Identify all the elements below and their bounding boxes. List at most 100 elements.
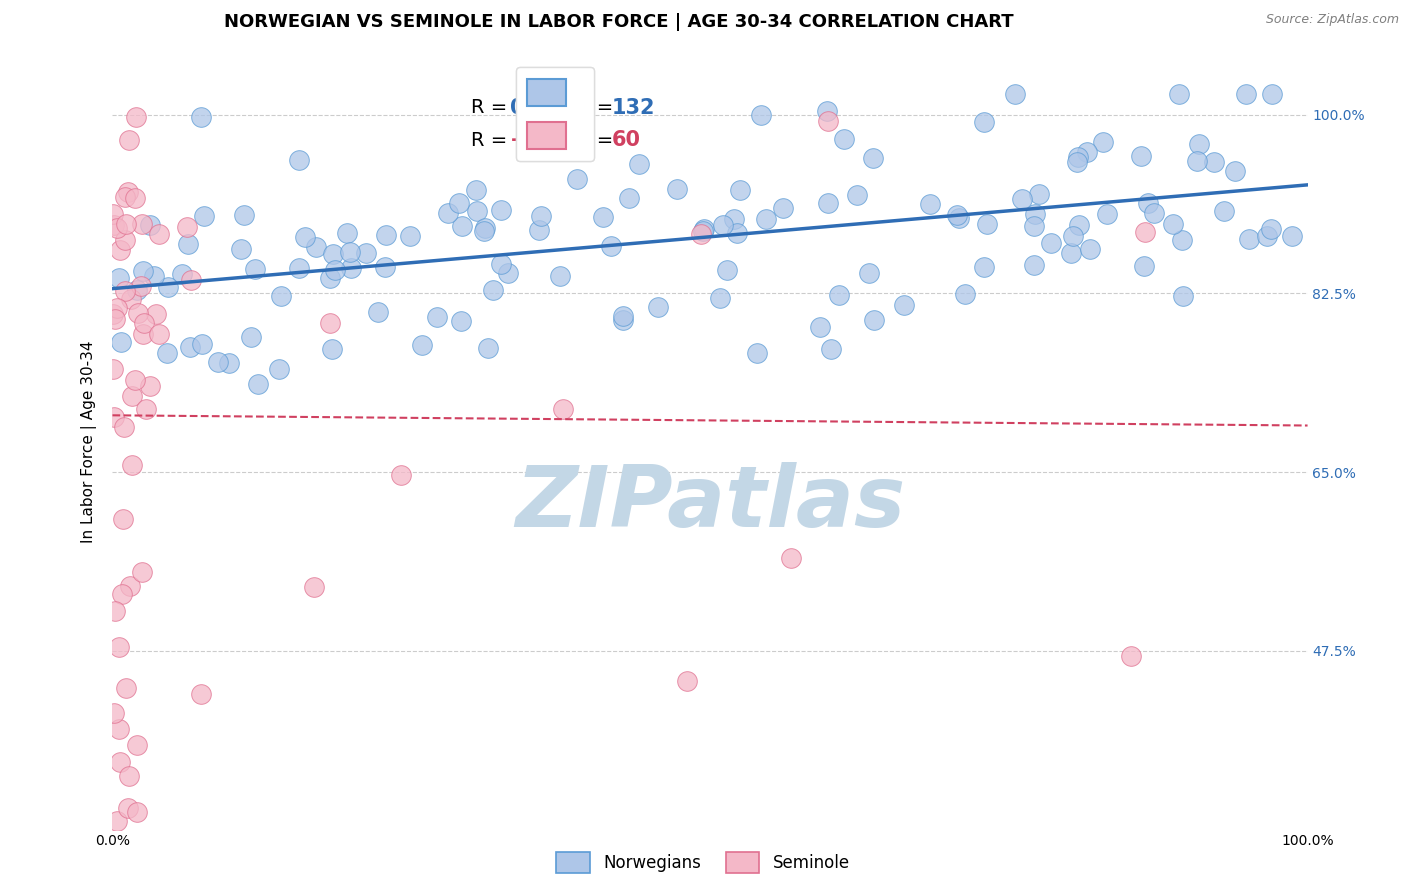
Point bbox=[207, 354, 229, 368]
Y-axis label: In Labor Force | Age 30-34: In Labor Force | Age 30-34 bbox=[80, 340, 97, 543]
Point bbox=[1133, 225, 1156, 239]
Point bbox=[105, 301, 128, 316]
Point bbox=[447, 196, 470, 211]
Point bbox=[716, 263, 738, 277]
Point bbox=[627, 157, 650, 171]
Point bbox=[749, 108, 772, 122]
Point bbox=[170, 267, 193, 281]
Point bbox=[474, 221, 496, 235]
Point bbox=[477, 341, 499, 355]
Point bbox=[114, 284, 136, 298]
Point bbox=[145, 306, 167, 320]
Point bbox=[426, 310, 449, 325]
Point bbox=[247, 376, 270, 391]
Point bbox=[676, 673, 699, 688]
Point bbox=[1004, 87, 1026, 102]
Point bbox=[319, 316, 342, 330]
Point bbox=[1204, 155, 1226, 169]
Point bbox=[862, 151, 884, 165]
Point bbox=[322, 246, 344, 260]
Point bbox=[1024, 219, 1046, 233]
Point bbox=[1225, 164, 1247, 178]
Point bbox=[103, 706, 125, 720]
Text: N =: N = bbox=[576, 98, 613, 118]
Point bbox=[755, 211, 778, 226]
Point bbox=[846, 188, 869, 202]
Point bbox=[105, 814, 128, 828]
Point bbox=[288, 153, 311, 167]
Point bbox=[1168, 87, 1191, 102]
Point bbox=[920, 197, 942, 211]
Point bbox=[124, 191, 146, 205]
Point bbox=[104, 603, 127, 617]
Point bbox=[1237, 232, 1260, 246]
Point bbox=[156, 280, 179, 294]
Point bbox=[148, 327, 170, 342]
Point bbox=[190, 337, 212, 351]
Point bbox=[692, 224, 714, 238]
Point bbox=[1188, 136, 1211, 151]
Point bbox=[450, 219, 472, 234]
Point bbox=[810, 320, 832, 334]
Point bbox=[538, 110, 561, 124]
Point bbox=[745, 346, 768, 360]
Legend: , : , bbox=[516, 67, 593, 161]
Point bbox=[772, 202, 794, 216]
Point bbox=[612, 309, 634, 323]
Point bbox=[319, 271, 342, 285]
Point bbox=[893, 297, 915, 311]
Point bbox=[1028, 186, 1050, 201]
Point bbox=[115, 217, 138, 231]
Text: 0.471: 0.471 bbox=[510, 98, 576, 118]
Point bbox=[121, 458, 143, 472]
Point bbox=[1143, 205, 1166, 219]
Point bbox=[973, 260, 995, 274]
Point bbox=[1067, 150, 1090, 164]
Point bbox=[132, 326, 155, 341]
Point bbox=[693, 221, 716, 235]
Point bbox=[437, 206, 460, 220]
Point bbox=[389, 467, 412, 482]
Point bbox=[530, 210, 553, 224]
Point bbox=[155, 346, 177, 360]
Text: 60: 60 bbox=[612, 130, 641, 151]
Point bbox=[231, 242, 253, 256]
Point bbox=[233, 208, 256, 222]
Point bbox=[110, 334, 132, 349]
Point bbox=[374, 260, 396, 274]
Point bbox=[725, 227, 748, 241]
Point bbox=[1256, 229, 1278, 244]
Point bbox=[592, 211, 614, 225]
Point bbox=[665, 182, 688, 196]
Point bbox=[1097, 207, 1119, 221]
Text: NORWEGIAN VS SEMINOLE IN LABOR FORCE | AGE 30-34 CORRELATION CHART: NORWEGIAN VS SEMINOLE IN LABOR FORCE | A… bbox=[224, 13, 1014, 31]
Point bbox=[270, 289, 292, 303]
Point bbox=[110, 755, 132, 769]
Point bbox=[465, 203, 488, 218]
Point bbox=[1024, 207, 1046, 221]
Point bbox=[948, 211, 970, 225]
Point bbox=[112, 419, 135, 434]
Point bbox=[1260, 87, 1282, 102]
Point bbox=[465, 183, 488, 197]
Point bbox=[117, 185, 139, 199]
Point bbox=[953, 287, 976, 301]
Point bbox=[101, 207, 124, 221]
Point bbox=[103, 362, 125, 376]
Point bbox=[125, 805, 148, 819]
Point bbox=[1078, 242, 1101, 256]
Point bbox=[114, 190, 136, 204]
Point bbox=[325, 263, 347, 277]
Point bbox=[617, 191, 640, 205]
Point bbox=[125, 739, 148, 753]
Point bbox=[121, 389, 143, 403]
Point bbox=[125, 283, 148, 297]
Point bbox=[600, 239, 623, 253]
Point bbox=[1133, 259, 1156, 273]
Point bbox=[946, 209, 969, 223]
Point bbox=[139, 379, 162, 393]
Point bbox=[218, 356, 240, 370]
Legend: Norwegians, Seminole: Norwegians, Seminole bbox=[550, 846, 856, 880]
Point bbox=[689, 227, 711, 242]
Point bbox=[779, 551, 801, 566]
